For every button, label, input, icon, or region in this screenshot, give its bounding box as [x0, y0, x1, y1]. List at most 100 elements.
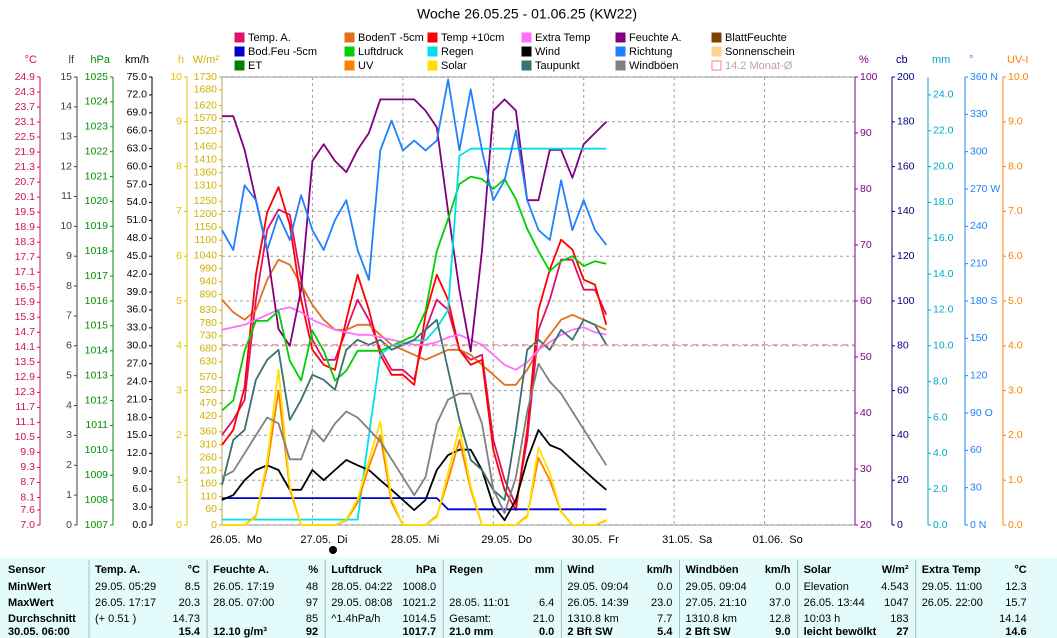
- y-tick-label: 1019: [85, 220, 109, 232]
- group-unit: km/h: [647, 564, 673, 576]
- y-tick-label: 11.1: [15, 416, 35, 428]
- y-tick-label: 50: [860, 351, 872, 363]
- y-tick-label: 1200: [194, 208, 218, 220]
- y-tick-label: 13: [60, 131, 72, 143]
- axis-title: UV-I: [1007, 54, 1028, 66]
- group-header: Luftdruck: [331, 564, 383, 576]
- y-tick-label: 6.0: [1008, 250, 1023, 262]
- y-tick-label: 13.5: [15, 356, 36, 368]
- table-value: 27: [896, 626, 908, 638]
- y-tick-label: 39.0: [127, 286, 148, 298]
- group-unit: mm: [535, 564, 555, 576]
- y-tick-label: 23.1: [15, 116, 36, 128]
- y-tick-label: 1150: [194, 221, 217, 233]
- y-tick-label: 1013: [85, 369, 109, 381]
- table-cell: 26.05. 22:00: [922, 597, 983, 609]
- group-unit: °C: [188, 564, 200, 576]
- y-tick-label: 1520: [194, 125, 218, 137]
- y-tick-label: 4.0: [933, 447, 948, 459]
- y-tick-label: 0 N: [970, 519, 986, 531]
- y-tick-label: 8: [176, 160, 182, 172]
- y-tick-label: 7: [176, 205, 182, 217]
- y-tick-label: 1024: [85, 96, 109, 108]
- table-cell: 2 Bft SW: [686, 626, 732, 638]
- legend-label: Temp +10cm: [441, 32, 504, 44]
- axis-title: mm: [932, 54, 950, 66]
- y-tick-label: 0.0: [933, 519, 948, 531]
- table-cell: 26.05. 17:19: [213, 581, 274, 593]
- y-tick-label: 40: [860, 407, 872, 419]
- table-cell: ^1.4hPa/h: [331, 613, 380, 625]
- y-tick-label: 150: [970, 332, 988, 344]
- table-value: 14.6: [1005, 626, 1026, 638]
- legend-label: 14.2 Monat-Ø: [725, 60, 793, 72]
- table-value: 0.0: [775, 581, 790, 593]
- table-value: 6.4: [539, 597, 554, 609]
- legend-swatch: [344, 46, 355, 57]
- time-marker: [329, 546, 337, 554]
- y-tick-label: 10.0: [933, 340, 954, 352]
- y-tick-label: 360 N: [970, 71, 998, 83]
- y-tick-label: 1: [66, 489, 72, 501]
- y-tick-label: 270 W: [970, 183, 1000, 195]
- table-cell: 28.05. 11:01: [449, 597, 509, 609]
- table-value: 1017.7: [403, 626, 437, 638]
- legend-swatch: [344, 32, 355, 43]
- y-tick-label: 12: [60, 160, 72, 172]
- y-tick-label: 210: [970, 257, 988, 269]
- y-tick-label: 0: [176, 519, 182, 531]
- table-value: 4.543: [881, 581, 909, 593]
- table-value: 12.8: [769, 613, 790, 625]
- y-tick-label: 1012: [85, 394, 109, 406]
- y-tick-label: 40: [897, 429, 909, 441]
- y-tick-label: 14.0: [933, 268, 954, 280]
- y-tick-label: 5: [66, 369, 72, 381]
- chart-title: Woche 26.05.25 - 01.06.25 (KW22): [417, 6, 637, 22]
- y-tick-label: 30: [860, 463, 872, 475]
- y-tick-label: 9.3: [20, 461, 35, 473]
- legend-swatch: [427, 32, 438, 43]
- y-tick-label: 7.0: [20, 519, 35, 531]
- y-tick-label: 30: [970, 481, 982, 493]
- y-tick-label: 10.0: [1008, 71, 1029, 83]
- y-tick-label: 160: [897, 160, 915, 172]
- table-cell: 27.05. 21:10: [686, 597, 747, 609]
- y-tick-label: 1021: [85, 170, 109, 182]
- y-tick-label: 1023: [85, 121, 109, 133]
- group-header: Wind: [567, 564, 594, 576]
- y-tick-label: 36.0: [127, 304, 148, 316]
- y-tick-label: 100: [860, 71, 878, 83]
- series-line: [221, 429, 607, 522]
- legend-swatch: [427, 60, 438, 71]
- y-tick-label: 330: [970, 108, 988, 120]
- y-tick-label: 7.6: [20, 504, 35, 516]
- table-value: 8.5: [185, 581, 200, 593]
- table-value: 92: [306, 626, 318, 638]
- y-tick-label: 60: [860, 295, 872, 307]
- table-value: 97: [306, 597, 318, 609]
- table-value: 48: [306, 581, 318, 593]
- legend-label: Windböen: [629, 60, 679, 72]
- table-cell: 26.05. 17:17: [95, 597, 156, 609]
- axis-title: km/h: [125, 54, 149, 66]
- group-header: Windböen: [686, 564, 739, 576]
- y-tick-label: 27.0: [127, 358, 148, 370]
- y-tick-label: 60.0: [127, 160, 148, 172]
- series-line: [221, 186, 608, 511]
- series-line: [222, 497, 607, 511]
- table-value: 20.3: [179, 597, 200, 609]
- table-cell: (+ 0.51 ): [95, 613, 136, 625]
- x-tick-label: 29.05. Do: [481, 534, 532, 546]
- y-tick-label: 6.0: [933, 411, 948, 423]
- legend-swatch: [521, 46, 532, 57]
- table-header: Sensor: [8, 564, 46, 576]
- y-tick-label: 16.0: [933, 232, 954, 244]
- row-label: 30.05. 06:00: [8, 626, 70, 638]
- table-cell: 29.05. 08:08: [331, 597, 392, 609]
- y-tick-label: 1018: [85, 245, 109, 257]
- legend-label: BodenT -5cm: [358, 32, 424, 44]
- row-label: Durchschnitt: [8, 613, 76, 625]
- y-tick-label: 200: [897, 71, 915, 83]
- table-value: 15.4: [179, 626, 201, 638]
